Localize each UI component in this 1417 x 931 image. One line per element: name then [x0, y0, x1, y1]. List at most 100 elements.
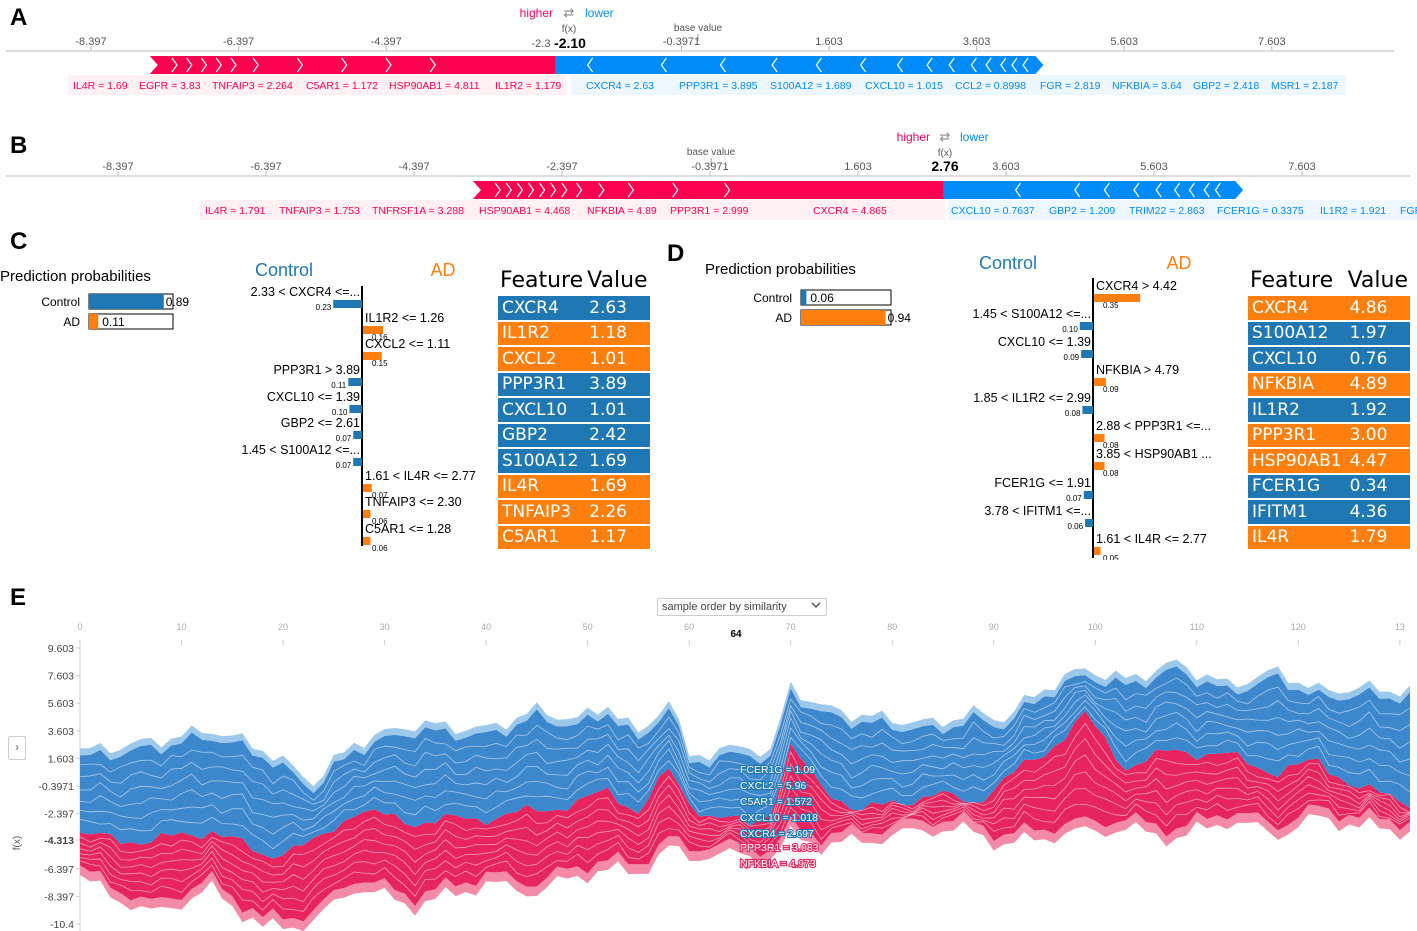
weight-value: 0.23 — [316, 303, 332, 312]
weight-bar-control — [1083, 491, 1093, 499]
legend-lower: lower — [960, 130, 989, 144]
feature-cell: GBP2 — [498, 422, 586, 449]
force-chevron — [586, 57, 594, 73]
weight-bar-ad — [363, 510, 371, 518]
weight-value: 0.10 — [332, 408, 348, 417]
force-plot-a: higher ⇄ lower f(x) base value -8.397 -6.… — [6, 5, 1394, 95]
prob-value: 0.06 — [810, 291, 834, 305]
x-tick-label: 110 — [1190, 622, 1204, 632]
force-chevron — [341, 57, 348, 73]
table-row: PPP3R1 3.00 — [1248, 422, 1410, 449]
side-panel-toggle[interactable]: › — [8, 736, 26, 760]
axis-tick-label: -4.397 — [398, 161, 429, 173]
force-chevron — [1074, 182, 1081, 198]
value-cell: 1.97 — [1345, 320, 1410, 347]
force-chevron — [970, 57, 977, 73]
feature-cell: IL4R — [1248, 524, 1346, 551]
feature-cell: CXCL2 — [498, 346, 586, 373]
force-chevron — [724, 182, 731, 198]
sample-order-select[interactable]: sample order by similarity — [657, 598, 827, 616]
feature-contribution-label: IL4R = 1.69 — [73, 80, 128, 92]
force-chevron — [1014, 182, 1022, 198]
strata-line — [79, 677, 1411, 801]
force-chevron — [561, 182, 568, 198]
table-row: IL1R2 1.18 — [498, 320, 650, 347]
force-chevron — [1155, 182, 1162, 198]
force-chevron — [385, 57, 392, 73]
force-chevron — [527, 182, 535, 198]
x-tick-label: 120 — [1291, 622, 1306, 632]
y-axis-label: f(x) — [12, 836, 23, 850]
weight-bar-control — [349, 405, 362, 413]
y-tick-label: 5.603 — [48, 698, 74, 710]
y-tick-label: 7.603 — [48, 671, 74, 683]
hover-feature-label: CXCR4 = 2.697 — [740, 828, 814, 840]
feature-cell: PPP3R1 — [498, 371, 586, 398]
control-header: Control — [255, 260, 313, 280]
weight-bar-control — [348, 378, 362, 386]
feature-contribution-label: MSR1 = 2.187 — [1271, 80, 1339, 92]
weight-label: 2.33 < CXCR4 <=... — [251, 285, 360, 299]
x-tick-label: 100 — [1088, 622, 1103, 632]
weight-label: TNFAIP3 <= 2.30 — [365, 495, 462, 509]
table-row: C5AR1 1.17 — [498, 524, 650, 551]
ad-header: AD — [430, 260, 455, 280]
panel-label-b: B — [10, 132, 28, 159]
weight-bar-ad — [1094, 434, 1105, 442]
value-cell: 4.47 — [1345, 448, 1410, 475]
weight-label: 3.85 < HSP90AB1 ... — [1096, 447, 1212, 461]
value-cell: 2.63 — [585, 296, 650, 322]
weight-value: 0.07 — [372, 491, 388, 500]
strata-line — [79, 722, 1411, 868]
stacked-force-plot-e: 0 10 20 30 40 50 60 70 80 90 100 110 120 13 64 9.603 7… — [12, 622, 1411, 931]
value-cell: 1.79 — [1345, 524, 1410, 551]
force-chevron — [576, 182, 583, 198]
table-row: IL1R2 1.92 — [1248, 397, 1410, 424]
force-chevron — [1214, 182, 1221, 198]
value-cell: 1.01 — [585, 397, 650, 424]
value-cell: 4.36 — [1345, 499, 1410, 526]
force-chevron — [896, 57, 904, 73]
strata-line — [79, 689, 1411, 812]
table-row: CXCL2 1.01 — [498, 346, 650, 373]
feature-cell: IL1R2 — [1248, 397, 1346, 424]
weight-label: 1.85 < IL1R2 <= 2.99 — [973, 391, 1091, 405]
weight-value: 0.10 — [1062, 325, 1078, 334]
prob-bar-fill — [801, 290, 807, 305]
strata-line — [79, 706, 1411, 850]
value-cell: 1.17 — [585, 524, 650, 551]
weight-bar-control — [353, 458, 362, 466]
feature-contribution-label: GBP2 = 2.418 — [1193, 80, 1259, 92]
y-tick-label: -10.4 — [50, 919, 74, 931]
force-chevron — [230, 57, 237, 73]
feature-contribution-label: HSP90AB1 = 4.468 — [479, 205, 571, 217]
feature-contribution-label: TNFAIP3 = 2.264 — [212, 80, 293, 92]
axis-tick-label: 1.603 — [815, 36, 843, 48]
area-higher — [80, 711, 1410, 922]
axis-tick-label: -4.397 — [371, 36, 402, 48]
x-tick-label: 50 — [583, 622, 593, 632]
value-cell: 1.69 — [585, 448, 650, 475]
hover-feature-label: NFKBIA = 4.973 — [740, 858, 816, 870]
prob-bar-fill — [89, 294, 164, 309]
weight-label: CXCL10 <= 1.39 — [998, 335, 1091, 349]
table-row: HSP90AB1 4.47 — [1248, 448, 1410, 475]
weight-label: CXCL2 <= 1.11 — [365, 337, 450, 351]
feature-contribution-label: PPP3R1 = 2.999 — [670, 205, 749, 217]
truncated-tick: -2.3 — [532, 38, 551, 50]
feature-contribution-label: C5AR1 = 1.172 — [306, 80, 378, 92]
table-row: CXCR4 2.63 — [498, 296, 650, 322]
panel-label-d: D — [667, 240, 685, 267]
axis-tick-label: -6.397 — [223, 36, 254, 48]
feature-cell: S100A12 — [1248, 320, 1346, 347]
weight-bar-control — [353, 431, 362, 439]
axis-tick-label: -6.397 — [250, 161, 281, 173]
x-tick-label: 0 — [77, 622, 82, 632]
strata-line — [79, 685, 1411, 805]
axis-tick-label: 3.603 — [992, 161, 1020, 173]
label-strip-lower — [948, 200, 1417, 220]
axis-tick-label: -8.397 — [75, 36, 106, 48]
feature-contribution-label: IL4R = 1.791 — [205, 205, 266, 217]
feature-cell: S100A12 — [498, 448, 586, 475]
weight-bar-ad — [363, 326, 383, 334]
